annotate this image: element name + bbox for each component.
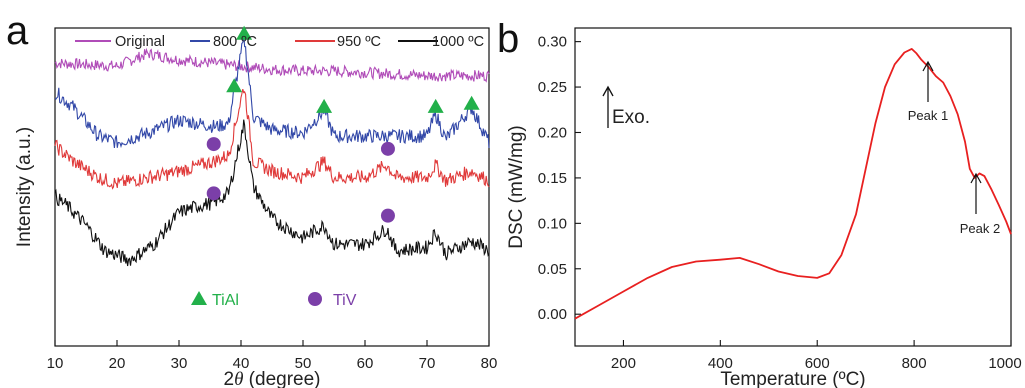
peak-2-label: Peak 2 [960,221,1000,236]
panel-a-marker-legend: TiAl TiV [191,291,357,309]
peak-1-arrow-head-icon [922,60,934,72]
xrd-series-line [54,33,490,149]
a-x-tick-label: 60 [357,355,374,372]
panel-b-frame [574,27,1012,347]
peak-1-annotation: Peak 1 [908,60,948,123]
panel-b: b 0.00 0.05 0.10 0.15 0.20 0.25 0.30 200 400 600… [497,17,1022,388]
b-y-tick-label: 0.25 [538,79,567,96]
legend-label: 1000 ºC [432,34,484,50]
peak-1-label: Peak 1 [908,108,948,123]
panel-b-y-axis-label: DSC (mW/mg) [506,125,527,248]
tial-marker [236,25,253,40]
exo-indicator: Exo. [602,85,650,128]
tiv-legend-icon [308,292,322,306]
b-x-tick-label: 400 [708,355,733,372]
b-x-tick-label: 600 [805,355,830,372]
b-y-tick-label: 0.15 [538,170,567,187]
b-y-tick-label: 0.00 [538,306,567,323]
tiv-legend-label: TiV [333,292,357,309]
panel-a: a 10 20 30 40 50 60 70 80 Original 800 ºC 950 ºC 1… [6,9,497,388]
panel-a-series-group [54,33,490,267]
panel-a-y-axis-label: Intensity (a.u.) [14,127,35,247]
b-x-tick-label: 800 [902,355,927,372]
a-x-tick-label: 10 [47,355,64,372]
tiv-marker [380,141,395,156]
peak-2-annotation: Peak 2 [960,172,1000,236]
a-x-tick-label: 70 [419,355,436,372]
panel-b-series-group [574,48,1012,320]
tiv-marker [206,186,221,201]
a-x-tick-label: 20 [109,355,126,372]
panel-b-x-axis-label: Temperature (ºC) [720,369,865,388]
b-y-tick-label: 0.30 [538,34,567,51]
panel-a-phase-markers [206,25,480,223]
peak-2-arrow-head-icon [970,172,982,184]
panel-a-series-legend: Original 800 ºC 950 ºC 1000 ºC [75,34,484,50]
b-y-tick-label: 0.05 [538,261,567,278]
a-x-tick-label: 40 [233,355,250,372]
legend-label: 950 ºC [337,34,381,50]
legend-label: Original [115,34,165,50]
a-x-tick-label: 30 [171,355,188,372]
tial-marker [226,78,243,93]
tial-marker [463,95,480,110]
xrd-series-line [54,47,490,83]
a-x-tick-label: 80 [481,355,498,372]
panel-b-letter: b [497,17,519,61]
panel-b-x-axis: 200 400 600 800 1000 [611,340,1022,372]
b-x-tick-label: 1000 [988,355,1021,372]
panel-a-frame [54,27,490,347]
b-x-tick-label: 200 [611,355,636,372]
tial-marker [427,98,444,113]
a-x-tick-label: 50 [295,355,312,372]
b-y-tick-label: 0.20 [538,124,567,141]
b-y-tick-label: 0.10 [538,215,567,232]
panel-a-x-axis: 10 20 30 40 50 60 70 80 [47,340,498,372]
dsc-curve-line [574,48,1012,320]
panel-b-y-axis: 0.00 0.05 0.10 0.15 0.20 0.25 0.30 [538,34,581,323]
panel-a-x-axis-label: 2θ (degree) [223,369,320,388]
tial-marker [316,98,333,113]
xrd-series-line [54,88,490,190]
panel-a-letter: a [6,9,29,53]
exo-label: Exo. [612,107,650,128]
exo-arrow-head-icon [602,85,614,97]
tiv-marker [206,137,221,152]
tial-legend-icon [191,291,207,305]
tial-legend-label: TiAl [212,292,239,309]
legend-label: 800 ºC [213,34,257,50]
tiv-marker [380,208,395,223]
xrd-series-line [54,119,490,267]
